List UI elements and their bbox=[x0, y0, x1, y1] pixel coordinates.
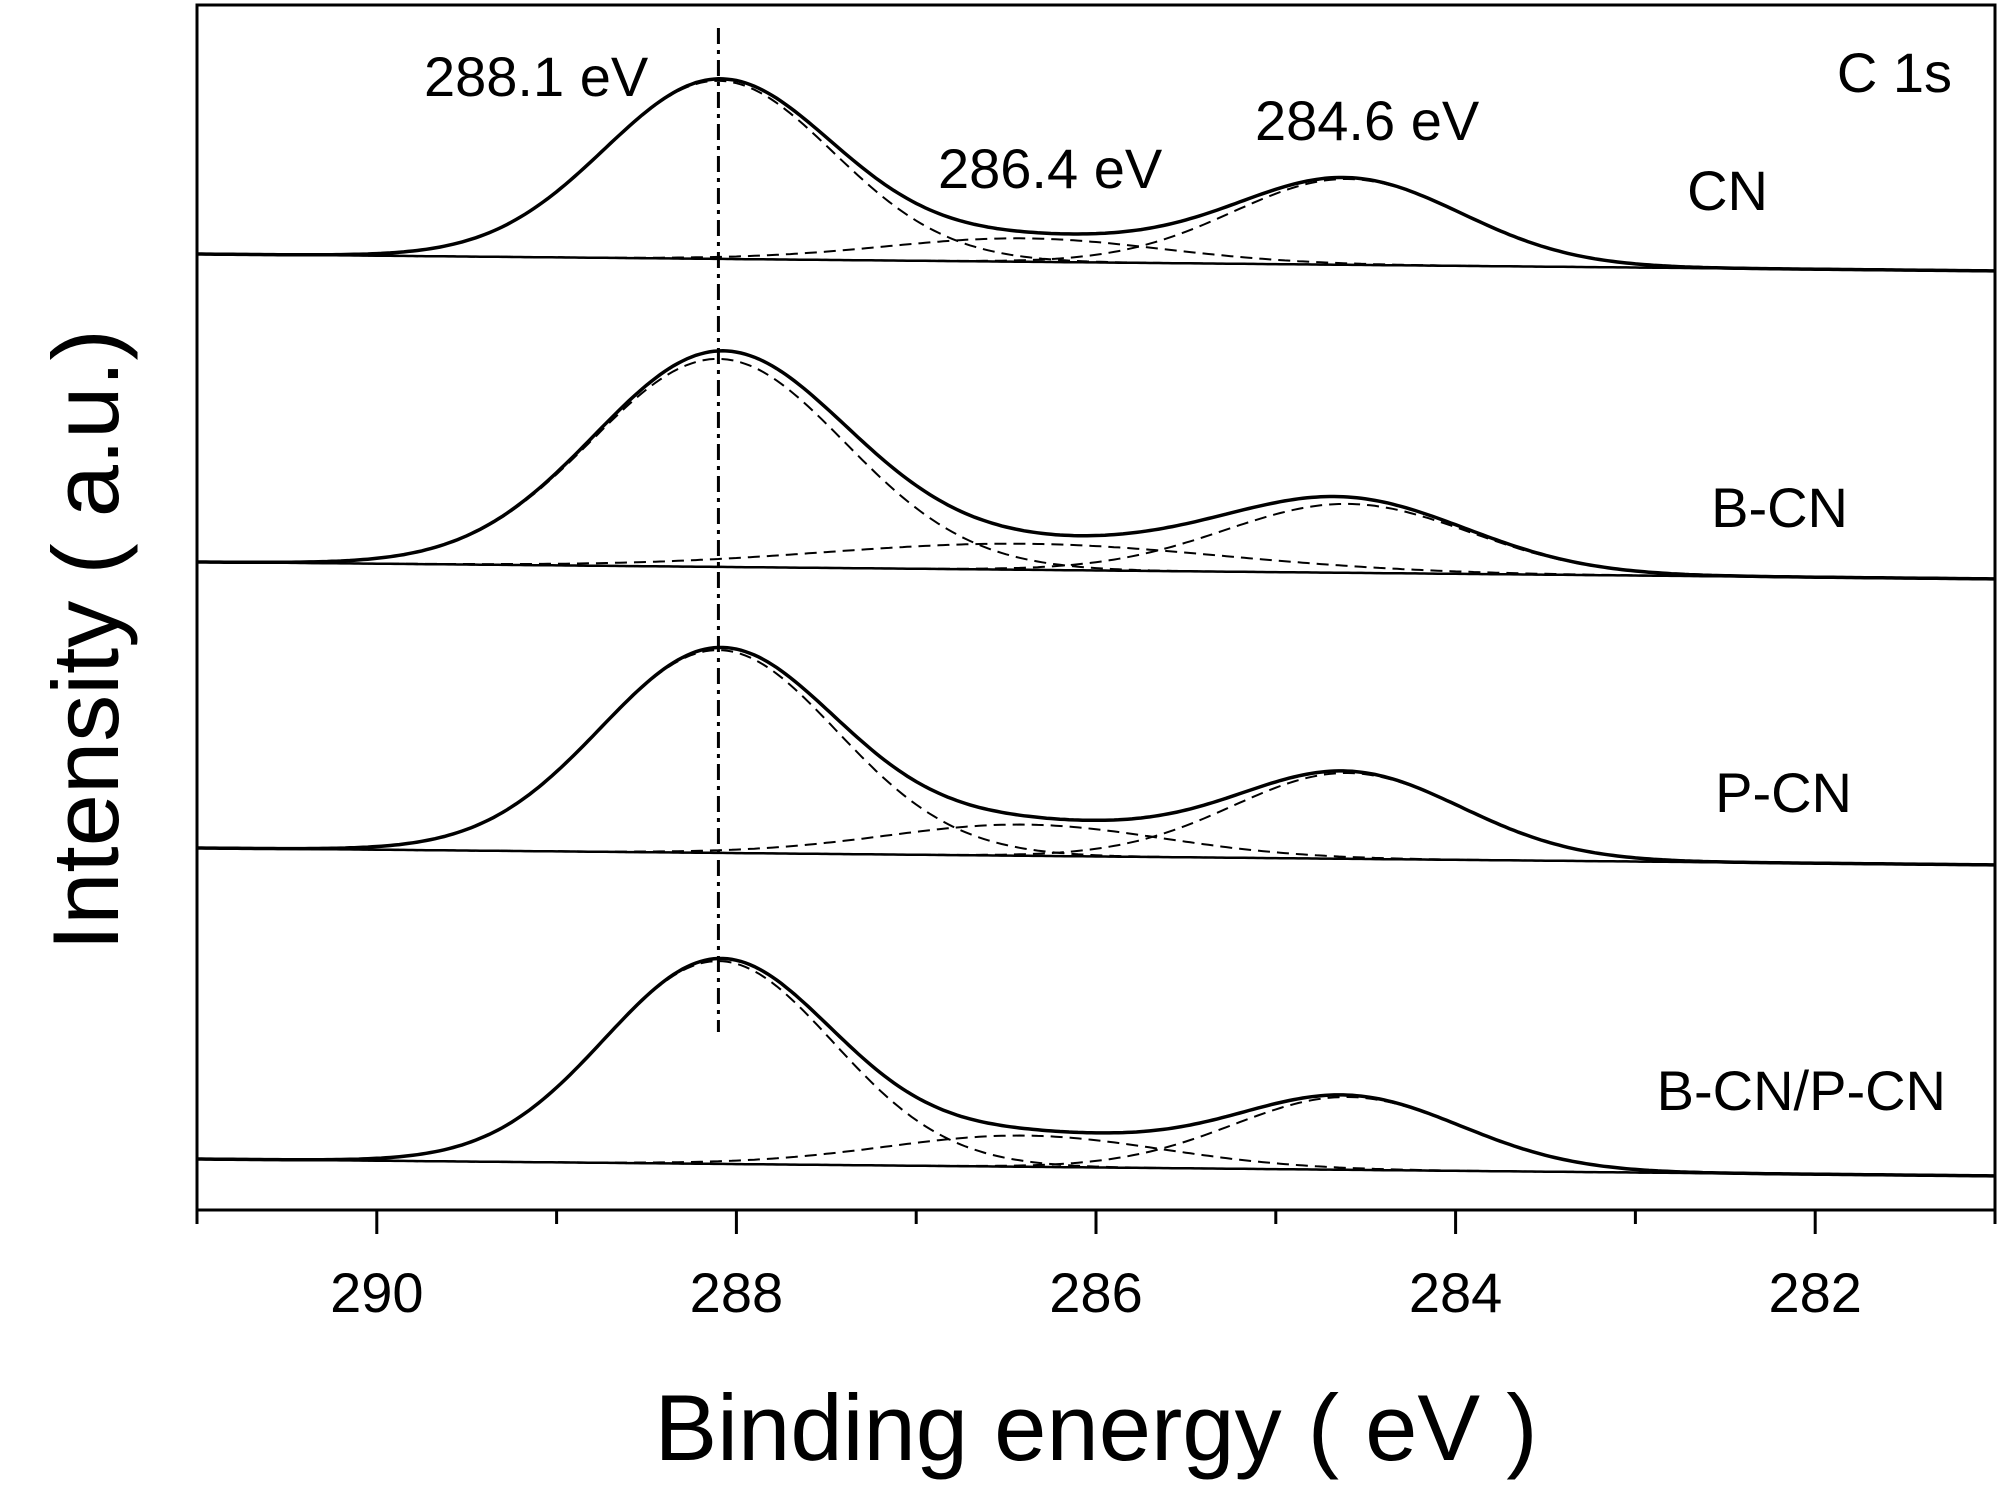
fit-component-286-4 bbox=[197, 542, 1995, 580]
series-b-cn-p-cn bbox=[197, 956, 1995, 1178]
x-tick-label: 290 bbox=[330, 1261, 423, 1324]
fit-component-284-6 bbox=[197, 1096, 1995, 1177]
series-label-p-cn: P-CN bbox=[1715, 761, 1852, 824]
peak-label-286-4: 286.4 eV bbox=[938, 137, 1163, 200]
panel-label: C 1s bbox=[1837, 41, 1952, 104]
peak-label-288-1: 288.1 eV bbox=[424, 45, 649, 108]
fit-component-288-1 bbox=[197, 649, 1995, 866]
spectrum-envelope-cn bbox=[197, 77, 1995, 273]
x-tick-label: 282 bbox=[1768, 1261, 1861, 1324]
series-b-cn bbox=[197, 349, 1995, 581]
spectrum-envelope-p-cn bbox=[197, 645, 1995, 867]
x-axis-ticks bbox=[195, 1210, 1997, 1234]
x-tick-label: 284 bbox=[1409, 1261, 1502, 1324]
series-label-b-cn: B-CN bbox=[1711, 476, 1848, 539]
series-label-cn: CN bbox=[1687, 159, 1768, 222]
series-label-b-cn-p-cn: B-CN/P-CN bbox=[1657, 1059, 1946, 1122]
series-cn bbox=[197, 77, 1995, 273]
x-tick-label: 286 bbox=[1049, 1261, 1142, 1324]
series-labels: CN B-CN P-CN B-CN/P-CN bbox=[1657, 159, 1946, 1122]
fit-component-286-4 bbox=[197, 237, 1995, 272]
y-axis-title: Intensity ( a.u.) bbox=[33, 329, 138, 951]
x-axis-title: Binding energy ( eV ) bbox=[654, 1375, 1537, 1480]
x-tick-label: 288 bbox=[690, 1261, 783, 1324]
series-p-cn bbox=[197, 645, 1995, 867]
spectrum-envelope-b-cn bbox=[197, 349, 1995, 581]
spectrum-envelope-b-cn-p-cn bbox=[197, 956, 1995, 1178]
peak-label-284-6: 284.6 eV bbox=[1255, 89, 1480, 152]
x-axis-tick-labels: 290 288 286 284 282 bbox=[330, 1261, 1862, 1324]
fit-component-284-6 bbox=[197, 502, 1995, 580]
spectra-traces bbox=[197, 77, 1995, 1178]
